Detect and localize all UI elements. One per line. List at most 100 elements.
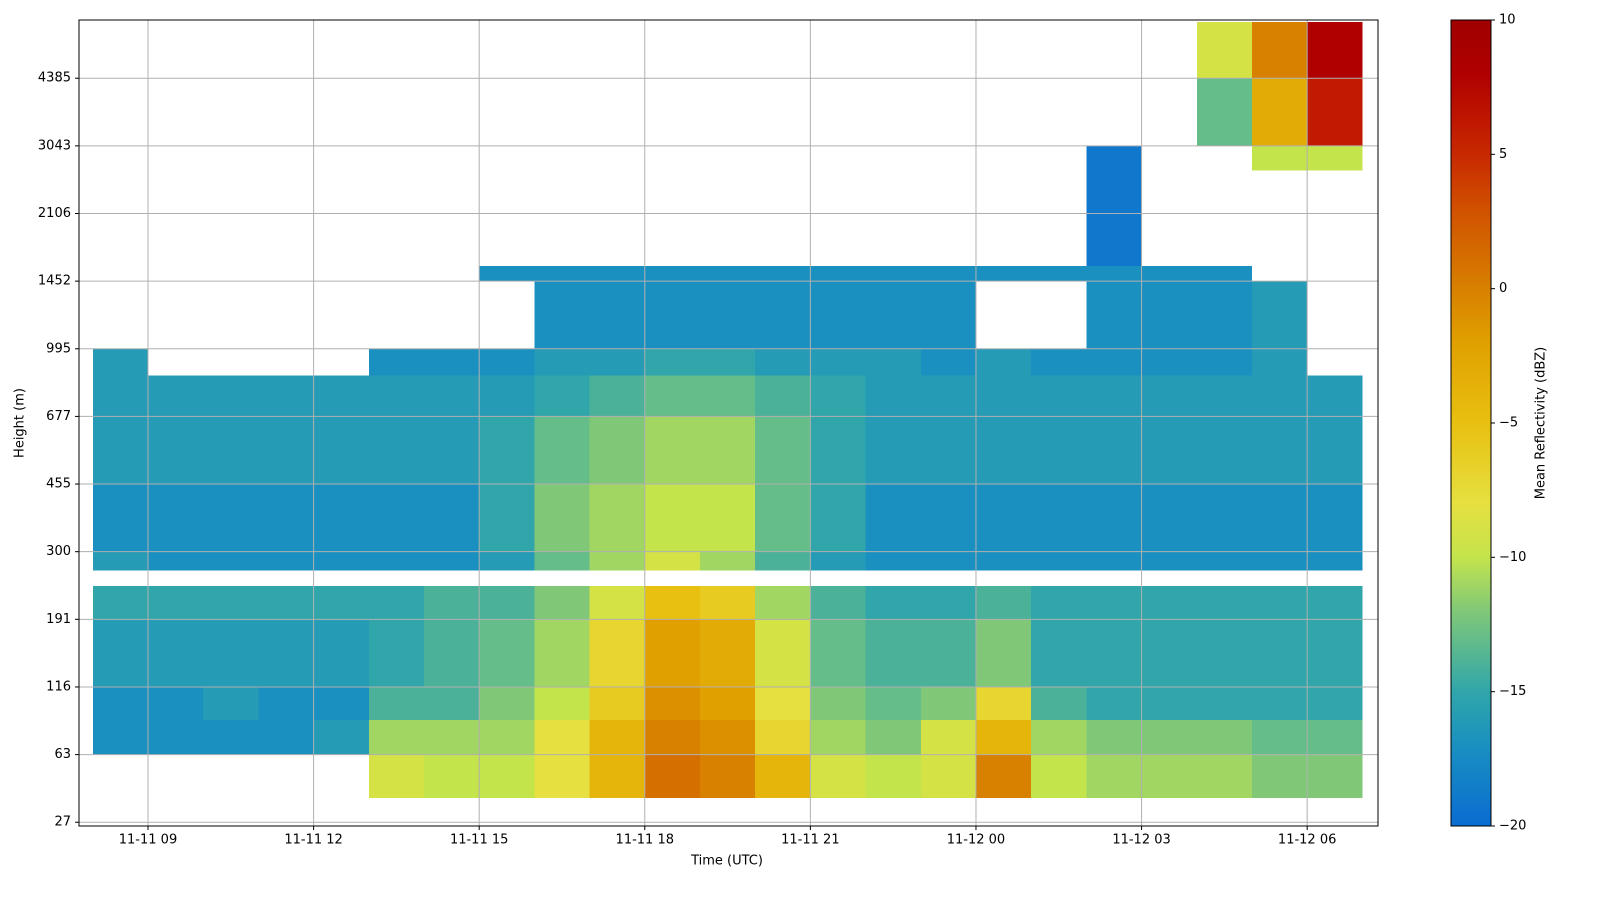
heatmap-cell bbox=[699, 348, 756, 376]
heatmap-cell bbox=[534, 265, 590, 282]
heatmap-cell bbox=[1307, 22, 1363, 79]
heatmap-cell bbox=[810, 416, 866, 485]
heatmap-cell bbox=[810, 720, 866, 755]
heatmap-cell bbox=[1251, 754, 1308, 798]
heatmap-cell bbox=[1031, 484, 1087, 552]
heatmap-cell bbox=[368, 619, 424, 687]
heatmap-cell bbox=[810, 484, 866, 552]
colorbar-tick-label: −20 bbox=[1499, 819, 1526, 834]
heatmap-cell bbox=[920, 551, 976, 571]
heatmap-cell bbox=[589, 720, 645, 755]
heatmap-cell bbox=[810, 265, 866, 282]
heatmap-cell bbox=[479, 484, 535, 552]
heatmap-cell bbox=[810, 619, 866, 687]
heatmap-cell bbox=[1251, 348, 1308, 376]
heatmap-cell bbox=[589, 619, 645, 687]
heatmap-cell bbox=[865, 281, 921, 349]
heatmap-cell bbox=[1196, 720, 1252, 755]
heatmap-cell bbox=[313, 686, 369, 721]
heatmap-cell bbox=[699, 375, 756, 417]
heatmap-cell bbox=[1086, 754, 1142, 798]
heatmap-cell bbox=[644, 348, 700, 376]
heatmap-cell bbox=[755, 484, 811, 552]
heatmap-cell bbox=[313, 551, 369, 571]
heatmap-cell bbox=[368, 720, 424, 755]
heatmap-cell bbox=[534, 686, 590, 721]
heatmap-cell bbox=[699, 551, 756, 571]
heatmap-cell bbox=[423, 416, 480, 485]
heatmap-cell bbox=[92, 375, 148, 417]
y-tick-label: 2106 bbox=[38, 206, 71, 221]
heatmap-cell bbox=[589, 484, 645, 552]
colorbar-tick-label: 0 bbox=[1499, 281, 1507, 296]
y-tick-label: 1452 bbox=[38, 274, 71, 289]
heatmap-cell bbox=[258, 375, 314, 417]
heatmap-cell bbox=[258, 551, 314, 571]
y-tick-label: 677 bbox=[46, 409, 71, 424]
heatmap-cell bbox=[534, 281, 590, 349]
heatmap-cell bbox=[479, 375, 535, 417]
y-tick-label: 300 bbox=[46, 544, 71, 559]
heatmap-cell bbox=[755, 619, 811, 687]
heatmap-cell bbox=[1086, 145, 1142, 171]
heatmap-cell bbox=[203, 619, 259, 687]
x-tick-label: 11-11 21 bbox=[781, 833, 839, 848]
heatmap-cell bbox=[644, 281, 700, 349]
heatmap-cell bbox=[755, 348, 811, 376]
heatmap-cell bbox=[1031, 416, 1087, 485]
heatmap-cell bbox=[865, 686, 921, 721]
heatmap-cell bbox=[920, 265, 976, 282]
heatmap-cell bbox=[147, 720, 204, 755]
heatmap-cell bbox=[865, 375, 921, 417]
heatmap-cell bbox=[258, 720, 314, 755]
heatmap-cell bbox=[755, 585, 811, 620]
heatmap-cell bbox=[1141, 281, 1197, 349]
heatmap-cell bbox=[920, 484, 976, 552]
heatmap-cell bbox=[810, 348, 866, 376]
heatmap-cell bbox=[755, 416, 811, 485]
heatmap-cell bbox=[865, 619, 921, 687]
heatmap-cell bbox=[203, 375, 259, 417]
heatmap-cell bbox=[755, 281, 811, 349]
heatmap-cell bbox=[810, 686, 866, 721]
y-tick-label: 3043 bbox=[38, 138, 71, 153]
heatmap-cell bbox=[1307, 754, 1363, 798]
heatmap-cell bbox=[1086, 720, 1142, 755]
heatmap-cell bbox=[589, 585, 645, 620]
heatmap-cell bbox=[644, 265, 700, 282]
heatmap-cell bbox=[644, 754, 700, 798]
heatmap-cell bbox=[589, 265, 645, 282]
heatmap-cell bbox=[699, 686, 756, 721]
heatmap-cell bbox=[1196, 78, 1252, 146]
heatmap-cell bbox=[865, 585, 921, 620]
heatmap-cell bbox=[1196, 619, 1252, 687]
heatmap-cell bbox=[1196, 265, 1252, 282]
heatmap-cell bbox=[479, 416, 535, 485]
colorbar-tick-label: 10 bbox=[1499, 13, 1516, 28]
heatmap-cell bbox=[920, 281, 976, 349]
colorbar-tick-label: −15 bbox=[1499, 684, 1526, 699]
heatmap-cell bbox=[147, 585, 204, 620]
heatmap-cell bbox=[313, 416, 369, 485]
heatmap-cell bbox=[699, 281, 756, 349]
heatmap-cell bbox=[479, 754, 535, 798]
heatmap-cell bbox=[589, 551, 645, 571]
heatmap-cell bbox=[423, 720, 480, 755]
heatmap-cell bbox=[313, 375, 369, 417]
y-tick-label: 27 bbox=[54, 815, 71, 830]
heatmap-cell bbox=[534, 754, 590, 798]
heatmap-cell bbox=[644, 619, 700, 687]
heatmap-cell bbox=[1031, 551, 1087, 571]
heatmap-cell bbox=[1251, 551, 1308, 571]
heatmap-cell bbox=[479, 720, 535, 755]
heatmap-cell bbox=[92, 551, 148, 571]
heatmap-cell bbox=[423, 754, 480, 798]
heatmap-cell bbox=[203, 551, 259, 571]
heatmap-cell bbox=[1251, 619, 1308, 687]
heatmap-cell bbox=[920, 754, 976, 798]
heatmap-cell bbox=[147, 686, 204, 721]
heatmap-cell bbox=[810, 375, 866, 417]
heatmap-cell bbox=[1251, 22, 1308, 79]
heatmap-cell bbox=[699, 265, 756, 282]
